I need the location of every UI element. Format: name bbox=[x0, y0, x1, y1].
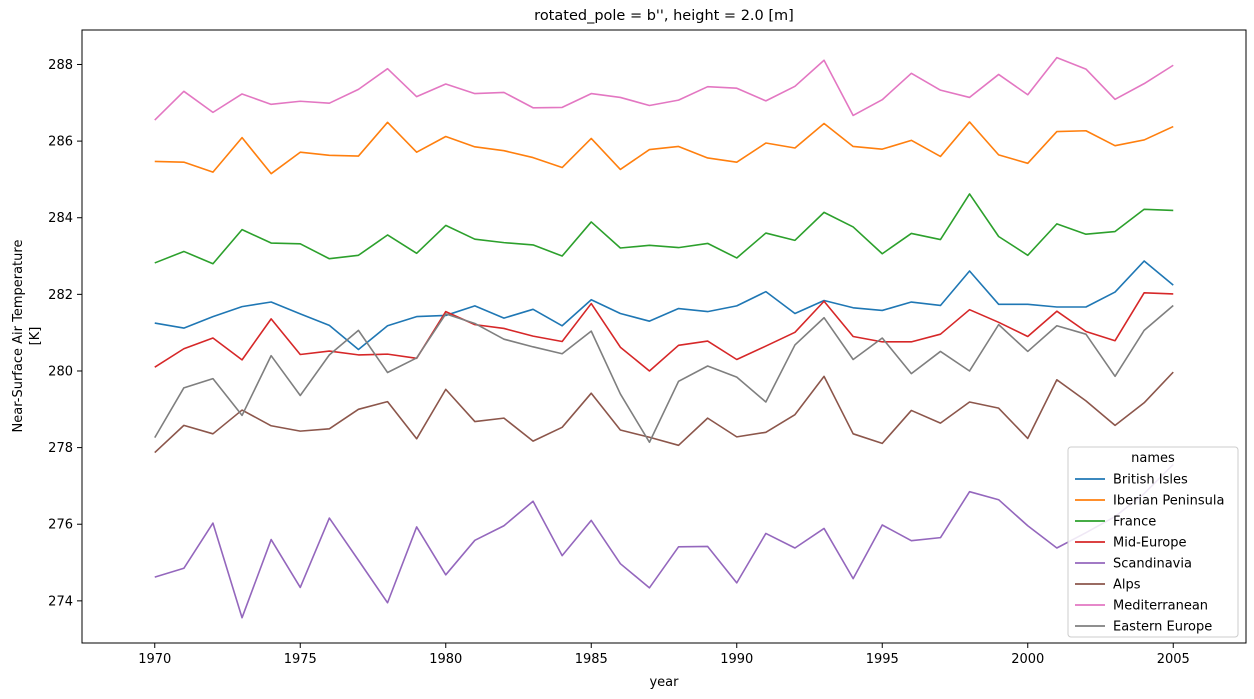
y-tick-label-7: 288 bbox=[48, 58, 73, 73]
y-tick-label-6: 286 bbox=[48, 135, 73, 150]
y-tick-label-5: 284 bbox=[48, 211, 73, 226]
legend-label-6: Mediterranean bbox=[1113, 599, 1208, 614]
y-tick-label-0: 274 bbox=[48, 594, 73, 609]
y-axis-label-line-1: Near-Surface Air Temperature bbox=[11, 240, 26, 433]
y-axis-label: Near-Surface Air Temperature [K] bbox=[11, 240, 43, 433]
legend-label-2: France bbox=[1113, 515, 1156, 530]
y-axis: 274 276 278 280 282 284 286 288 bbox=[48, 58, 82, 609]
y-tick-label-2: 278 bbox=[48, 441, 73, 456]
series-line-1 bbox=[154, 121, 1174, 175]
chart-title: rotated_pole = b'', height = 2.0 [m] bbox=[534, 8, 794, 24]
y-axis-label-line-2: [K] bbox=[28, 327, 43, 346]
x-tick-label-0: 1970 bbox=[138, 652, 171, 667]
y-tick-label-3: 280 bbox=[48, 364, 73, 379]
x-tick-label-3: 1985 bbox=[575, 652, 608, 667]
x-tick-label-5: 1995 bbox=[866, 652, 899, 667]
series-line-0 bbox=[154, 260, 1174, 351]
series-line-6 bbox=[154, 56, 1174, 121]
y-tick-label-1: 276 bbox=[48, 518, 73, 533]
x-tick-label-7: 2005 bbox=[1157, 652, 1190, 667]
legend-box bbox=[1067, 446, 1239, 638]
x-tick-label-2: 1980 bbox=[429, 652, 462, 667]
legend-items: British Isles Iberian Peninsula France Mid-… bbox=[1075, 473, 1224, 635]
series-line-4 bbox=[154, 463, 1174, 619]
plot-lines bbox=[154, 56, 1174, 619]
legend-label-3: Mid-Europe bbox=[1113, 536, 1187, 551]
legend-label-0: British Isles bbox=[1113, 473, 1188, 488]
y-tick-label-4: 282 bbox=[48, 288, 73, 303]
legend-label-7: Eastern Europe bbox=[1113, 620, 1212, 635]
series-line-7 bbox=[154, 304, 1174, 444]
x-tick-label-6: 2000 bbox=[1011, 652, 1044, 667]
series-line-5 bbox=[154, 371, 1174, 454]
x-tick-label-4: 1990 bbox=[720, 652, 753, 667]
x-tick-label-1: 1975 bbox=[284, 652, 317, 667]
series-line-2 bbox=[154, 193, 1174, 265]
legend-label-1: Iberian Peninsula bbox=[1113, 494, 1224, 509]
legend-label-5: Alps bbox=[1113, 578, 1141, 593]
plot-frame bbox=[81, 29, 1247, 644]
x-axis-label: year bbox=[649, 675, 679, 690]
x-axis: 1970 1975 1980 1985 1990 1995 2000 2005 bbox=[138, 643, 1190, 667]
series-line-3 bbox=[154, 292, 1174, 372]
legend-title: names bbox=[1131, 451, 1175, 466]
legend-label-4: Scandinavia bbox=[1113, 557, 1192, 572]
legend: names British Isles Iberian Peninsula Fran… bbox=[1067, 446, 1239, 638]
